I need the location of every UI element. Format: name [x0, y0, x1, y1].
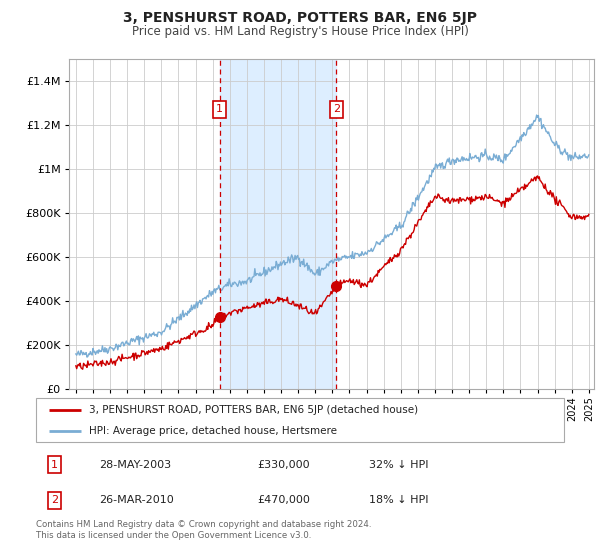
Text: £330,000: £330,000 — [258, 460, 310, 470]
Text: 3, PENSHURST ROAD, POTTERS BAR, EN6 5JP: 3, PENSHURST ROAD, POTTERS BAR, EN6 5JP — [123, 11, 477, 25]
Text: 2: 2 — [333, 105, 340, 114]
Text: 3, PENSHURST ROAD, POTTERS BAR, EN6 5JP (detached house): 3, PENSHURST ROAD, POTTERS BAR, EN6 5JP … — [89, 405, 418, 415]
Text: 1: 1 — [51, 460, 58, 470]
Text: 2: 2 — [51, 496, 58, 506]
Text: HPI: Average price, detached house, Hertsmere: HPI: Average price, detached house, Hert… — [89, 426, 337, 436]
Text: 1: 1 — [216, 105, 223, 114]
Text: £470,000: £470,000 — [258, 496, 311, 506]
Text: 26-MAR-2010: 26-MAR-2010 — [100, 496, 174, 506]
Text: 18% ↓ HPI: 18% ↓ HPI — [368, 496, 428, 506]
Text: Contains HM Land Registry data © Crown copyright and database right 2024.
This d: Contains HM Land Registry data © Crown c… — [36, 520, 371, 540]
Text: Price paid vs. HM Land Registry's House Price Index (HPI): Price paid vs. HM Land Registry's House … — [131, 25, 469, 38]
FancyBboxPatch shape — [36, 398, 564, 442]
Bar — [220, 59, 336, 389]
Text: 32% ↓ HPI: 32% ↓ HPI — [368, 460, 428, 470]
Text: 28-MAY-2003: 28-MAY-2003 — [100, 460, 172, 470]
